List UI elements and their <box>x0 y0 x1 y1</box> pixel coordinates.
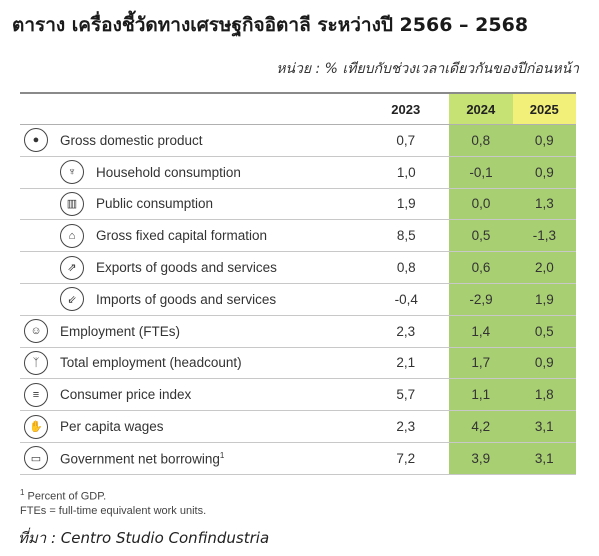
table-row: ● Gross domestic product 0,7 0,8 0,9 <box>20 125 576 157</box>
cell-2025: 3,1 <box>512 442 576 474</box>
table-row: ⇗ Exports of goods and services 0,8 0,6 … <box>20 252 576 284</box>
cell-2025: 1,8 <box>512 379 576 411</box>
cell-2025: 0,9 <box>512 347 576 379</box>
table-row: ✋ Per capita wages 2,3 4,2 3,1 <box>20 411 576 443</box>
unit-caption: หน่วย : % เทียบกับช่วงเวลาเดียวกันของปีก… <box>276 61 579 77</box>
cell-2024: 0,5 <box>449 220 513 252</box>
footnote-marker: 1 <box>219 450 225 460</box>
cell-2024: 0,0 <box>449 188 513 220</box>
cell-2024: 1,7 <box>449 347 513 379</box>
source-caption: ที่มา : Centro Studio Confindustria <box>18 529 270 547</box>
footnotes: 1 Percent of GDP. FTEs = full-time equiv… <box>20 486 206 518</box>
header-2023: 2023 <box>391 101 421 117</box>
row-label: Household consumption <box>96 164 241 180</box>
row-label: Total employment (headcount) <box>60 355 242 371</box>
cell-2024: 0,6 <box>449 252 513 283</box>
row-label: Per capita wages <box>60 419 164 435</box>
cell-2023: 2,3 <box>396 419 416 435</box>
cell-2025: 2,0 <box>512 252 576 283</box>
cell-2024: 1,4 <box>449 315 513 347</box>
cell-2023: 1,0 <box>396 164 416 180</box>
header-2024: 2024 <box>449 94 513 124</box>
table-row: ≡ Consumer price index 5,7 1,1 1,8 <box>20 379 576 412</box>
row-label: Gross fixed capital formation <box>96 228 268 244</box>
cell-2023: 2,3 <box>396 323 416 339</box>
shopping-bag-icon: ♆ <box>60 160 84 185</box>
cell-2023: 1,9 <box>396 196 416 212</box>
cell-2024: -2,9 <box>449 283 513 315</box>
row-label: Public consumption <box>96 196 214 212</box>
exports-icon: ⇗ <box>60 255 84 280</box>
table-header: 2023 2024 2025 <box>20 94 576 125</box>
house-icon: ⌂ <box>60 223 84 248</box>
footnote-1: 1 Percent of GDP. <box>20 488 107 503</box>
cell-2023: 7,2 <box>396 450 416 466</box>
cell-2023: -0,4 <box>394 291 418 307</box>
indicator-table: 2023 2024 2025 ● Gross domestic product … <box>20 92 576 475</box>
row-label: Employment (FTEs) <box>60 323 181 339</box>
table-row: ⌂ Gross fixed capital formation 8,5 0,5 … <box>20 220 576 253</box>
cell-2025: 0,5 <box>512 315 576 347</box>
row-label: Gross domestic product <box>60 132 203 148</box>
header-2025: 2025 <box>512 94 576 124</box>
cell-2023: 0,7 <box>396 132 416 148</box>
monitor-icon: ▭ <box>24 446 48 471</box>
page-title: ตาราง เครื่องชี้วัดทางเศรษฐกิจอิตาลี ระห… <box>12 14 529 36</box>
footnote-2: FTEs = full-time equivalent work units. <box>20 504 207 517</box>
table-row: ⇙ Imports of goods and services -0,4 -2,… <box>20 283 576 316</box>
wage-icon: ✋ <box>24 414 48 439</box>
cell-2023: 5,7 <box>396 387 416 403</box>
people-icon: ᛉ <box>24 350 48 375</box>
header-blank <box>20 94 362 124</box>
row-label: Consumer price index <box>60 387 192 403</box>
cell-2025: -1,3 <box>512 220 576 252</box>
cell-2024: 0,8 <box>449 125 513 156</box>
row-label: Imports of goods and services <box>96 291 277 307</box>
coins-stack-icon: ≡ <box>24 382 48 407</box>
cell-2025: 0,9 <box>512 156 576 188</box>
government-building-icon: ▥ <box>60 191 84 216</box>
table-row: ▥ Public consumption 1,9 0,0 1,3 <box>20 188 576 221</box>
cell-2025: 1,9 <box>512 283 576 315</box>
cell-2023: 2,1 <box>396 355 416 371</box>
table-row: ▭ Government net borrowing1 7,2 3,9 3,1 <box>20 442 576 475</box>
cell-2023: 8,5 <box>396 228 416 244</box>
table-row: ☺ Employment (FTEs) 2,3 1,4 0,5 <box>20 315 576 348</box>
cell-2024: -0,1 <box>449 156 513 188</box>
cell-2023: 0,8 <box>396 260 416 276</box>
row-label: Exports of goods and services <box>96 260 277 276</box>
row-label: Government net borrowing1 <box>60 450 225 467</box>
table-row: ♆ Household consumption 1,0 -0,1 0,9 <box>20 156 576 189</box>
worker-icon: ☺ <box>24 319 48 344</box>
coin-icon: ● <box>24 128 48 153</box>
cell-2025: 0,9 <box>512 125 576 156</box>
cell-2024: 4,2 <box>449 411 513 442</box>
cell-2025: 3,1 <box>512 411 576 442</box>
imports-icon: ⇙ <box>60 287 84 312</box>
cell-2024: 1,1 <box>449 379 513 411</box>
cell-2024: 3,9 <box>449 442 513 474</box>
cell-2025: 1,3 <box>512 188 576 220</box>
table-row: ᛉ Total employment (headcount) 2,1 1,7 0… <box>20 347 576 380</box>
